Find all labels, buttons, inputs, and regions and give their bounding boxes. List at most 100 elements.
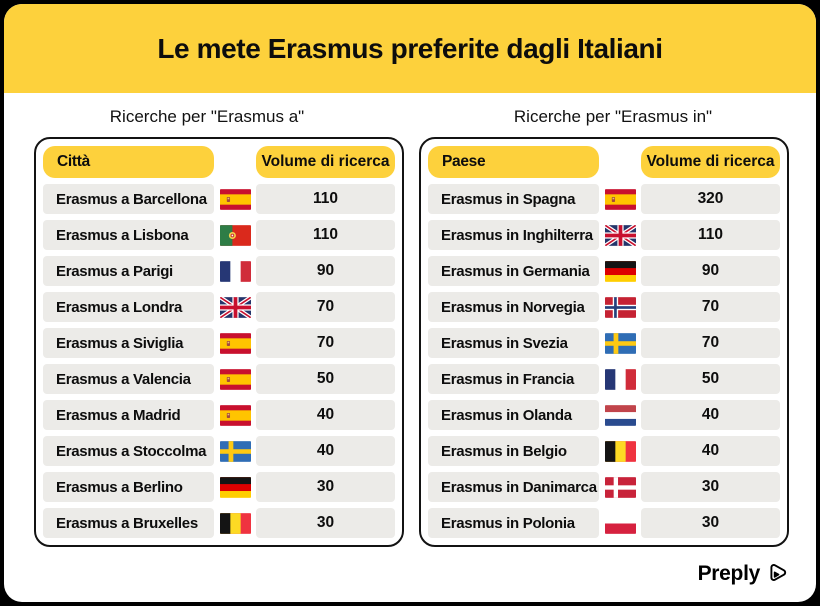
destination-cell: Erasmus in Inghilterra	[428, 220, 599, 250]
table-card-countries: Paese Volume di ricerca Erasmus in Spagna 3…	[419, 137, 789, 547]
flag-es-icon	[604, 188, 636, 210]
flag-es-icon	[219, 404, 251, 426]
destination-cell: Erasmus in Norvegia	[428, 292, 599, 322]
subtitle-erasmus-in: Ricerche per "Erasmus in"	[513, 107, 713, 126]
flag-be-icon	[219, 512, 251, 534]
column-header-volume: Volume di ricerca	[641, 146, 780, 178]
volume-cell: 30	[256, 508, 395, 538]
flag-cell	[599, 188, 641, 210]
table-row: Erasmus a Parigi 90	[43, 256, 395, 286]
content-frame: Le mete Erasmus preferite dagli Italiani…	[4, 4, 816, 602]
flag-cell	[599, 476, 641, 498]
volume-cell: 40	[256, 436, 395, 466]
table-card-cities: Città Volume di ricerca Erasmus a Barcello…	[34, 137, 404, 547]
destination-cell: Erasmus a Madrid	[43, 400, 214, 430]
table-row: Erasmus in Olanda 40	[428, 400, 780, 430]
table-row: Erasmus in Polonia 30	[428, 508, 780, 538]
destination-cell: Erasmus a Parigi	[43, 256, 214, 286]
flag-cell	[214, 440, 256, 462]
destination-cell: Erasmus in Spagna	[428, 184, 599, 214]
destination-cell: Erasmus in Francia	[428, 364, 599, 394]
destination-cell: Erasmus a Barcellona	[43, 184, 214, 214]
flag-be-icon	[604, 440, 636, 462]
flag-cell	[599, 404, 641, 426]
flag-cell	[214, 476, 256, 498]
flag-dk-icon	[604, 476, 636, 498]
destination-cell: Erasmus in Olanda	[428, 400, 599, 430]
table-row: Erasmus in Inghilterra 110	[428, 220, 780, 250]
volume-cell: 40	[256, 400, 395, 430]
flag-fr-icon	[219, 260, 251, 282]
table-row: Erasmus a Siviglia 70	[43, 328, 395, 358]
table-row: Erasmus a Lisbona 110	[43, 220, 395, 250]
flag-cell	[214, 188, 256, 210]
footer: Preply	[4, 562, 816, 602]
flag-cell	[599, 440, 641, 462]
column-header-volume: Volume di ricerca	[256, 146, 395, 178]
destination-cell: Erasmus a Stoccolma	[43, 436, 214, 466]
table-row: Erasmus in Norvegia 70	[428, 292, 780, 322]
volume-cell: 320	[641, 184, 780, 214]
flag-cell	[214, 296, 256, 318]
destination-cell: Erasmus in Danimarca	[428, 472, 599, 502]
volume-cell: 70	[641, 328, 780, 358]
column-header-paese: Paese	[428, 146, 599, 178]
table-row: Erasmus a Valencia 50	[43, 364, 395, 394]
destination-cell: Erasmus in Svezia	[428, 328, 599, 358]
table-row: Erasmus in Spagna 320	[428, 184, 780, 214]
flag-se-icon	[219, 440, 251, 462]
flag-pt-icon	[219, 224, 251, 246]
table-row: Erasmus a Stoccolma 40	[43, 436, 395, 466]
flag-pl-icon	[604, 512, 636, 534]
table-header-row: Città Volume di ricerca	[43, 146, 395, 178]
destination-cell: Erasmus a Londra	[43, 292, 214, 322]
destination-cell: Erasmus a Siviglia	[43, 328, 214, 358]
table-row: Erasmus a Berlino 30	[43, 472, 395, 502]
volume-cell: 90	[641, 256, 780, 286]
section-subtitles: Ricerche per "Erasmus a" Ricerche per "E…	[4, 107, 816, 127]
destination-cell: Erasmus in Belgio	[428, 436, 599, 466]
flag-cell	[599, 260, 641, 282]
volume-cell: 110	[641, 220, 780, 250]
destination-cell: Erasmus in Polonia	[428, 508, 599, 538]
table-row: Erasmus in Germania 90	[428, 256, 780, 286]
table-header-row: Paese Volume di ricerca	[428, 146, 780, 178]
table-row: Erasmus in Danimarca 30	[428, 472, 780, 502]
flag-cell	[599, 224, 641, 246]
flag-cell	[214, 368, 256, 390]
volume-cell: 70	[256, 328, 395, 358]
table-row: Erasmus a Barcellona 110	[43, 184, 395, 214]
volume-cell: 30	[256, 472, 395, 502]
flag-no-icon	[604, 296, 636, 318]
volume-cell: 30	[641, 508, 780, 538]
column-header-citta: Città	[43, 146, 214, 178]
destination-cell: Erasmus a Berlino	[43, 472, 214, 502]
volume-cell: 40	[641, 436, 780, 466]
flag-cell	[214, 332, 256, 354]
page-title: Le mete Erasmus preferite dagli Italiani	[157, 32, 663, 64]
volume-cell: 40	[641, 400, 780, 430]
flag-cell	[599, 512, 641, 534]
table-row: Erasmus a Londra 70	[43, 292, 395, 322]
preply-logo-icon	[770, 564, 787, 581]
header-banner: Le mete Erasmus preferite dagli Italiani	[4, 4, 816, 93]
table-row: Erasmus in Francia 50	[428, 364, 780, 394]
flag-fr-icon	[604, 368, 636, 390]
destination-cell: Erasmus a Bruxelles	[43, 508, 214, 538]
destination-cell: Erasmus a Valencia	[43, 364, 214, 394]
flag-es-icon	[219, 368, 251, 390]
volume-cell: 110	[256, 220, 395, 250]
flag-gb-icon	[604, 224, 636, 246]
volume-cell: 70	[256, 292, 395, 322]
volume-cell: 70	[641, 292, 780, 322]
flag-gb-icon	[219, 296, 251, 318]
flag-nl-icon	[604, 404, 636, 426]
flag-cell	[214, 260, 256, 282]
volume-cell: 50	[256, 364, 395, 394]
table-row: Erasmus in Belgio 40	[428, 436, 780, 466]
flag-cell	[214, 224, 256, 246]
flag-se-icon	[604, 332, 636, 354]
flag-es-icon	[219, 332, 251, 354]
table-row: Erasmus in Svezia 70	[428, 328, 780, 358]
